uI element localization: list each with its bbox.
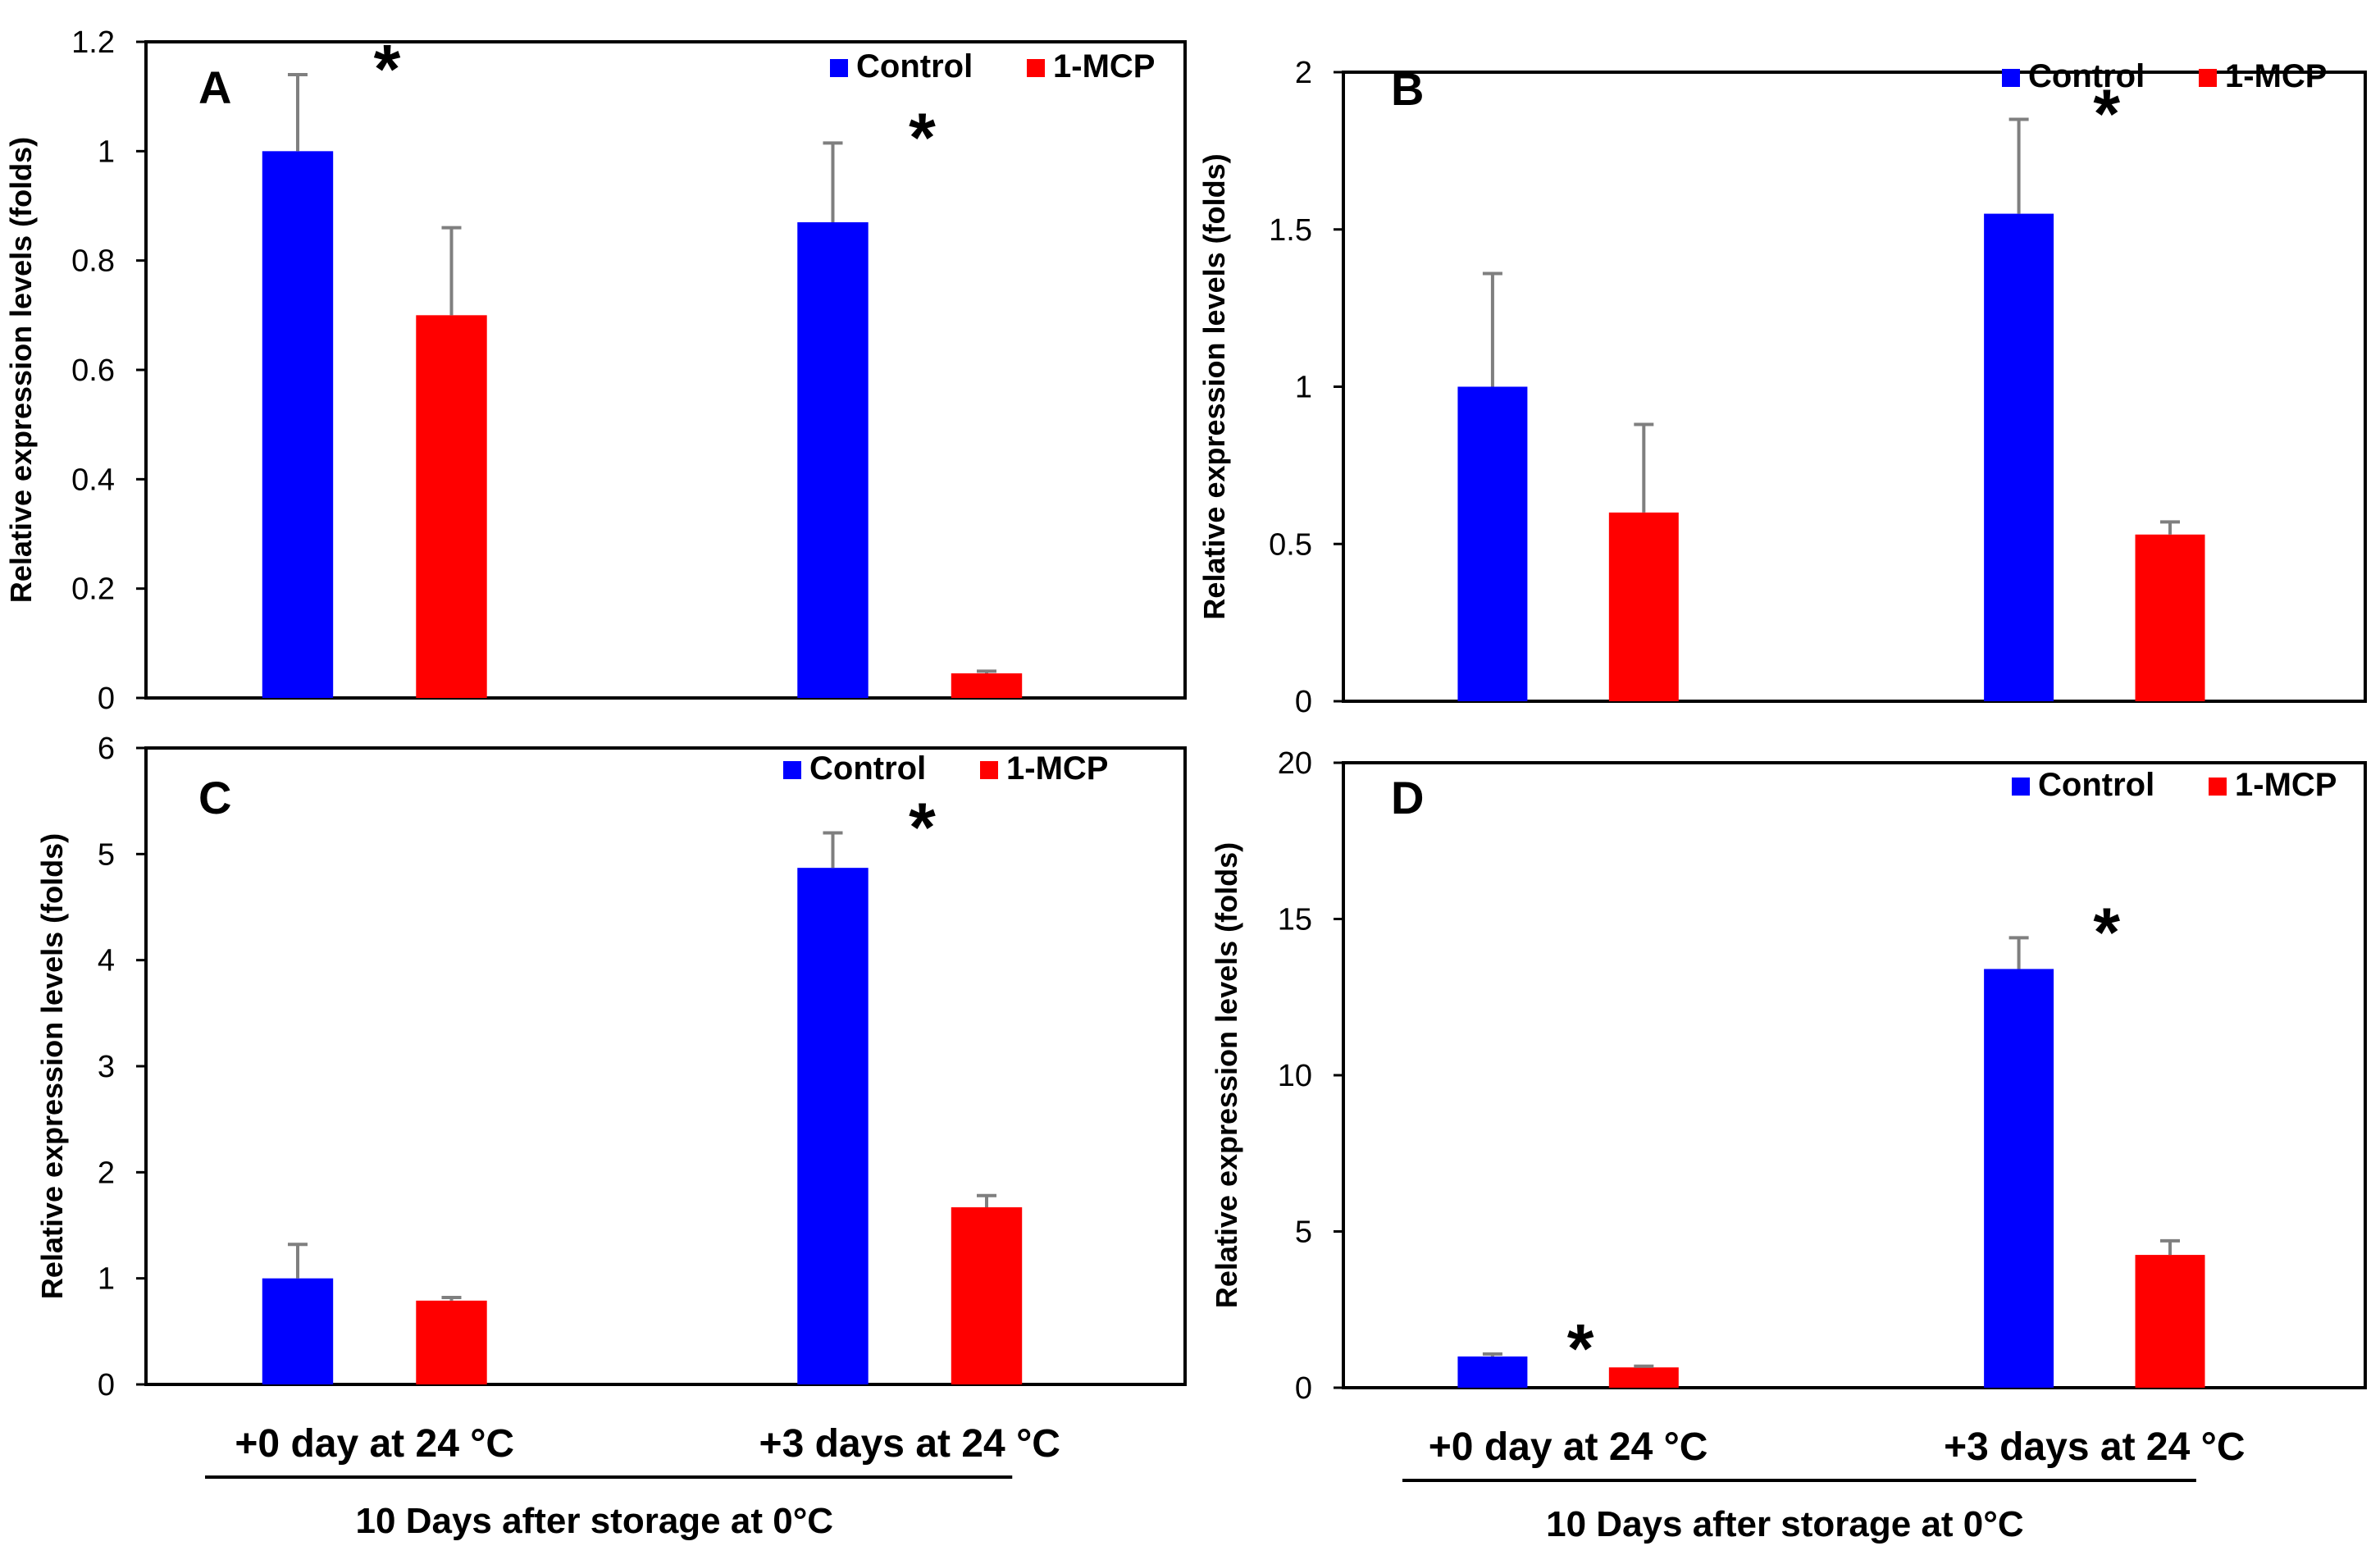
group-caption: 10 Days after storage at 0°C [356, 1501, 834, 1541]
y-tick-label: 1 [98, 1262, 115, 1297]
plot-frame [1342, 761, 2367, 1389]
y-tick-label: 4 [98, 944, 115, 978]
y-axis-label: Relative expression levels (folds) [35, 833, 69, 1299]
legend-swatch-1-mcp [1027, 59, 1045, 77]
bar-control [797, 868, 869, 1384]
y-tick-label: 0.2 [71, 572, 115, 607]
panel-label: B [1391, 63, 1424, 115]
legend-label: 1-MCP [2225, 58, 2327, 94]
y-tick-label: 5 [1295, 1215, 1312, 1250]
bar-control [1984, 969, 2054, 1388]
panel-label: C [198, 772, 231, 823]
bar-1-mcp [416, 1300, 487, 1384]
x-tick-label: +0 day at 24 °C [1429, 1425, 1708, 1469]
y-tick-label: 5 [98, 837, 115, 872]
legend-swatch-control [2002, 69, 2020, 87]
legend-label: Control [809, 750, 926, 787]
y-tick-label: 6 [98, 732, 115, 766]
legend-swatch-1-mcp [2209, 778, 2227, 796]
y-tick-label: 1 [1295, 371, 1312, 405]
legend-label: Control [2038, 767, 2154, 803]
y-tick-label: 20 [1278, 746, 1312, 781]
y-tick-label: 1 [98, 135, 115, 169]
legend-label: 1-MCP [1006, 750, 1108, 787]
chart-panel-b: 0 0.5 1 1.5 2 Relative expression levels (fol… [1197, 56, 2367, 719]
legend-swatch-control [830, 59, 848, 77]
chart-panel-d: 0 5 10 15 20 Relative expression levels (fold… [1210, 746, 2367, 1406]
y-tick-label: 0.5 [1269, 527, 1312, 562]
bar-1-mcp [951, 673, 1023, 698]
y-axis-label: Relative expression levels (folds) [1210, 842, 1243, 1308]
significance-star: * [909, 98, 936, 176]
significance-star: * [374, 30, 401, 107]
legend-label: 1-MCP [1053, 48, 1155, 84]
bar-1-mcp [951, 1207, 1023, 1384]
y-tick-label: 0.6 [71, 353, 115, 388]
significance-star: * [909, 788, 936, 865]
legend-swatch-control [2012, 778, 2030, 796]
y-tick-label: 1.5 [1269, 213, 1312, 248]
legend: Control 1-MCP [783, 750, 1108, 787]
legend-swatch-1-mcp [980, 761, 998, 779]
y-tick-label: 0.8 [71, 244, 115, 279]
bar-control [797, 222, 869, 698]
chart-panel-c: 0 1 2 3 4 5 6 Relative expression levels (folds… [35, 732, 1187, 1402]
y-tick-label: 0 [1295, 1371, 1312, 1406]
bar-control [262, 151, 334, 699]
significance-star: * [2093, 893, 2120, 970]
bar-1-mcp [2135, 534, 2205, 701]
x-tick-label: +3 days at 24 °C [759, 1422, 1060, 1466]
bar-control [1457, 1356, 1528, 1388]
x-tick-label: +3 days at 24 °C [1944, 1425, 2245, 1469]
significance-star: * [2093, 75, 2120, 153]
legend-label: Control [2028, 58, 2145, 94]
bar-control [262, 1278, 334, 1384]
y-axis-label: Relative expression levels (folds) [4, 137, 38, 603]
y-axis-label: Relative expression levels (folds) [1197, 153, 1231, 619]
bar-1-mcp [416, 315, 487, 698]
bar-control [1457, 386, 1528, 701]
bar-1-mcp [1608, 1367, 1679, 1388]
y-tick-label: 0.4 [71, 463, 115, 497]
y-tick-label: 2 [1295, 56, 1312, 90]
x-tick-label: +0 day at 24 °C [235, 1422, 514, 1466]
y-tick-label: 0 [1295, 685, 1312, 719]
panel-label: A [198, 62, 231, 113]
bar-1-mcp [1608, 512, 1679, 701]
legend-swatch-1-mcp [2199, 69, 2217, 87]
legend-label: 1-MCP [2235, 767, 2337, 803]
bar-1-mcp [2135, 1255, 2205, 1388]
panel-label: D [1391, 772, 1424, 823]
y-tick-label: 0 [98, 682, 115, 716]
legend: Control 1-MCP [2012, 767, 2337, 803]
y-tick-label: 0 [98, 1368, 115, 1402]
y-tick-label: 10 [1278, 1059, 1312, 1093]
legend-label: Control [856, 48, 973, 84]
chart-panel-a: 0 0.2 0.4 0.6 0.8 1 1.2 Relative expression lev… [4, 25, 1187, 716]
y-tick-label: 3 [98, 1050, 115, 1084]
legend: Control 1-MCP [830, 48, 1155, 84]
bar-control [1984, 213, 2054, 701]
y-tick-label: 1.2 [71, 25, 115, 60]
group-caption: 10 Days after storage at 0°C [1546, 1504, 2024, 1544]
significance-star: * [1567, 1310, 1594, 1387]
legend-swatch-control [783, 761, 801, 779]
y-tick-label: 15 [1278, 903, 1312, 937]
y-tick-label: 2 [98, 1156, 115, 1190]
legend: Control 1-MCP [2002, 58, 2327, 94]
